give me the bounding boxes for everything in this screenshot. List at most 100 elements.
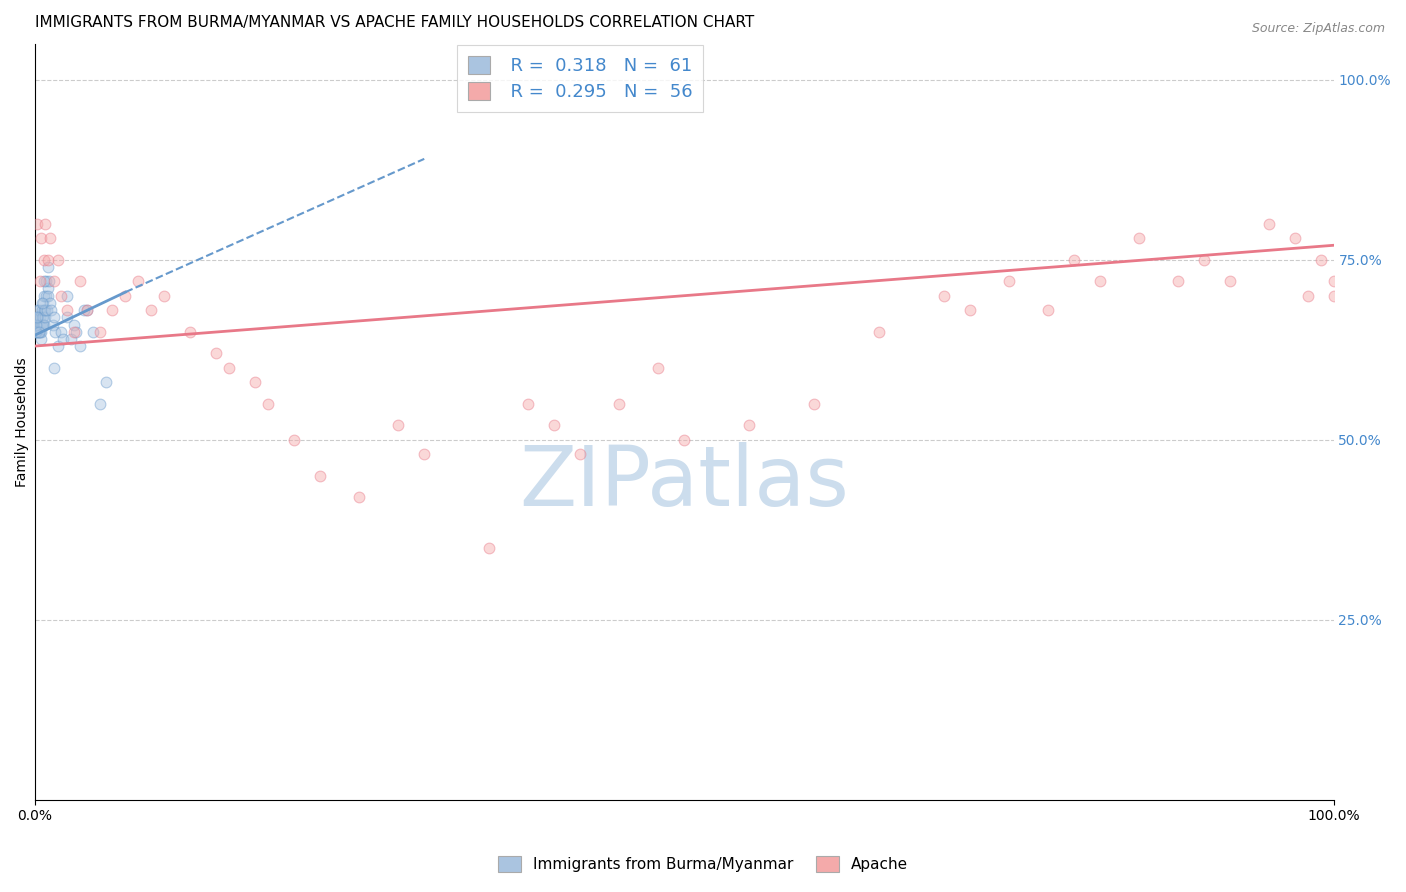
Point: [1219, 274, 1241, 288]
Point: [28, 325, 51, 339]
Point: [56, 303, 79, 318]
Point: [28, 303, 51, 318]
Point: [32, 303, 55, 318]
Point: [218, 360, 240, 375]
Point: [31, 318, 53, 332]
Point: [30, 332, 52, 346]
Point: [387, 418, 409, 433]
Point: [28, 318, 51, 332]
Point: [1296, 288, 1319, 302]
Point: [1309, 252, 1331, 267]
Point: [34, 217, 56, 231]
Point: [37, 260, 59, 274]
Point: [478, 541, 501, 555]
Point: [46, 339, 69, 353]
Point: [31, 310, 53, 325]
Point: [153, 288, 176, 302]
Point: [62, 318, 84, 332]
Point: [27, 310, 49, 325]
Point: [59, 332, 82, 346]
Point: [37, 252, 59, 267]
Point: [283, 433, 305, 447]
Point: [28, 274, 51, 288]
Point: [49, 288, 72, 302]
Point: [30, 231, 52, 245]
Point: [28, 325, 51, 339]
Point: [141, 303, 163, 318]
Point: [39, 296, 62, 310]
Point: [34, 274, 56, 288]
Point: [1088, 274, 1111, 288]
Point: [1322, 274, 1344, 288]
Point: [24, 325, 46, 339]
Point: [76, 303, 98, 318]
Point: [65, 325, 87, 339]
Point: [738, 418, 761, 433]
Point: [69, 339, 91, 353]
Point: [28, 325, 51, 339]
Point: [42, 318, 65, 332]
Point: [49, 325, 72, 339]
Point: [803, 397, 825, 411]
Point: [89, 325, 111, 339]
Point: [76, 303, 98, 318]
Point: [32, 310, 55, 325]
Point: [34, 310, 56, 325]
Point: [1192, 252, 1215, 267]
Y-axis label: Family Households: Family Households: [15, 357, 30, 486]
Point: [73, 303, 96, 318]
Point: [543, 418, 565, 433]
Point: [413, 447, 436, 461]
Point: [31, 318, 53, 332]
Point: [959, 303, 981, 318]
Point: [34, 303, 56, 318]
Point: [1036, 303, 1059, 318]
Point: [647, 360, 669, 375]
Point: [1128, 231, 1150, 245]
Point: [932, 288, 955, 302]
Point: [38, 274, 60, 288]
Point: [24, 325, 46, 339]
Point: [1063, 252, 1085, 267]
Point: [35, 303, 58, 318]
Point: [82, 325, 104, 339]
Point: [1257, 217, 1279, 231]
Point: [257, 397, 280, 411]
Point: [31, 303, 53, 318]
Point: [30, 325, 52, 339]
Point: [517, 397, 540, 411]
Point: [44, 325, 66, 339]
Point: [1167, 274, 1189, 288]
Point: [25, 325, 48, 339]
Point: [39, 231, 62, 245]
Point: [89, 397, 111, 411]
Point: [62, 325, 84, 339]
Point: [37, 281, 59, 295]
Point: [25, 310, 48, 325]
Point: [42, 360, 65, 375]
Point: [30, 310, 52, 325]
Point: [101, 303, 124, 318]
Point: [997, 274, 1019, 288]
Point: [868, 325, 890, 339]
Point: [127, 274, 149, 288]
Text: IMMIGRANTS FROM BURMA/MYANMAR VS APACHE FAMILY HOUSEHOLDS CORRELATION CHART: IMMIGRANTS FROM BURMA/MYANMAR VS APACHE …: [35, 15, 754, 30]
Point: [114, 288, 136, 302]
Point: [25, 318, 48, 332]
Text: Source: ZipAtlas.com: Source: ZipAtlas.com: [1251, 22, 1385, 36]
Point: [25, 318, 48, 332]
Point: [25, 217, 48, 231]
Point: [27, 318, 49, 332]
Point: [31, 296, 53, 310]
Point: [27, 325, 49, 339]
Point: [32, 296, 55, 310]
Point: [30, 318, 52, 332]
Point: [52, 332, 75, 346]
Point: [309, 468, 332, 483]
Point: [205, 346, 228, 360]
Point: [37, 288, 59, 302]
Point: [42, 310, 65, 325]
Point: [27, 303, 49, 318]
Point: [56, 310, 79, 325]
Point: [32, 252, 55, 267]
